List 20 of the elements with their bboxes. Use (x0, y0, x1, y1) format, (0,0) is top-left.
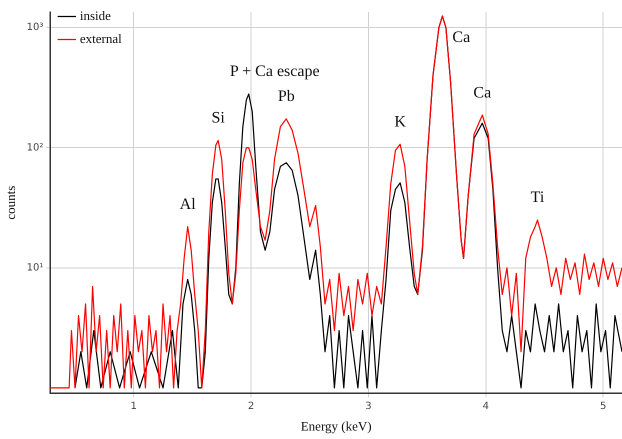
y-tick-label: 10¹ (26, 262, 44, 274)
y-axis-title: counts (3, 186, 18, 220)
annotation: Al (180, 196, 196, 213)
annotation: K (394, 113, 406, 130)
y-tick-label: 10² (26, 142, 44, 154)
annotation: Ca (473, 84, 492, 102)
x-tick-label: 4 (482, 400, 490, 412)
legend-label: inside (80, 8, 112, 23)
annotation: Si (212, 110, 226, 127)
x-tick-label: 3 (365, 400, 372, 412)
x-tick-label: 5 (600, 400, 606, 412)
x-axis-title: Energy (keV) (300, 418, 372, 434)
annotation: Ca (452, 29, 470, 46)
x-tick-label: 1 (130, 400, 137, 412)
annotation: Ti (530, 189, 545, 206)
annotation: Pb (278, 88, 295, 106)
x-tick-label: 2 (248, 400, 254, 412)
y-tick-label: 10³ (26, 22, 44, 34)
annotation: P + Ca escape (230, 63, 320, 80)
legend-label: external (80, 30, 122, 46)
